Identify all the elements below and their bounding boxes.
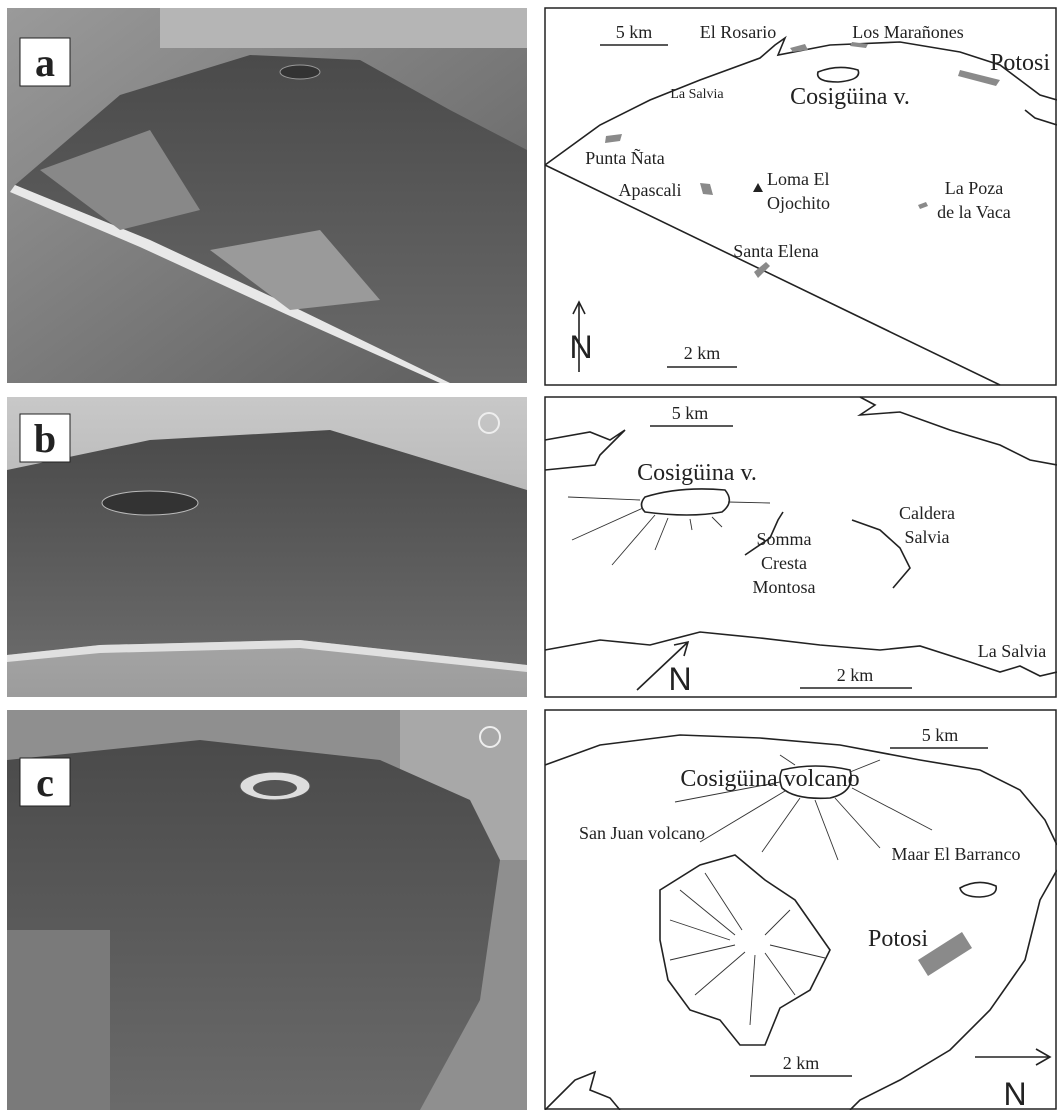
place-label: La Salvia	[670, 87, 724, 102]
place-label: Cosigüina v.	[637, 460, 757, 486]
place-label: Maar El Barranco	[892, 844, 1021, 864]
place-label: Apascali	[619, 180, 682, 200]
place-label: Ojochito	[767, 193, 830, 213]
place-label: Punta Ñata	[585, 147, 664, 168]
place-label: Somma	[756, 529, 811, 549]
place-label: Cosigüina volcano	[680, 766, 859, 792]
photo-b	[7, 397, 527, 697]
place-label: Cosigüina v.	[790, 84, 910, 110]
place-label: Cresta	[761, 553, 807, 573]
place-label: Los Marañones	[852, 22, 963, 42]
figure: a b c 5 km 2 km N El Rosario Los Marañon…	[0, 0, 1057, 1110]
photo-a	[7, 8, 527, 383]
place-label: La Poza	[945, 178, 1003, 198]
place-label: Caldera	[899, 503, 955, 523]
photo-c	[7, 710, 527, 1110]
place-label: Loma El	[767, 169, 829, 189]
scale-label: 2 km	[783, 1053, 820, 1073]
panel-label: c	[36, 760, 54, 805]
scale-label: 5 km	[616, 22, 653, 42]
scale-label: 2 km	[684, 343, 721, 363]
panel-label: a	[35, 40, 55, 85]
place-label: Santa Elena	[733, 241, 818, 261]
place-label: Salvia	[905, 527, 950, 547]
place-label: San Juan volcano	[579, 823, 705, 843]
north-label: N	[668, 661, 691, 697]
place-label: Potosi	[868, 926, 928, 952]
place-label: de la Vaca	[937, 202, 1011, 222]
north-label: N	[569, 329, 592, 365]
place-label: Potosi	[990, 50, 1050, 76]
place-label: La Salvia	[978, 641, 1046, 661]
scale-label: 2 km	[837, 665, 874, 685]
place-label: Montosa	[753, 577, 816, 597]
scale-label: 5 km	[672, 403, 709, 423]
scale-label: 5 km	[922, 725, 959, 745]
north-label: N	[1003, 1076, 1026, 1110]
panel-label: b	[34, 416, 56, 461]
place-label: El Rosario	[700, 22, 777, 42]
